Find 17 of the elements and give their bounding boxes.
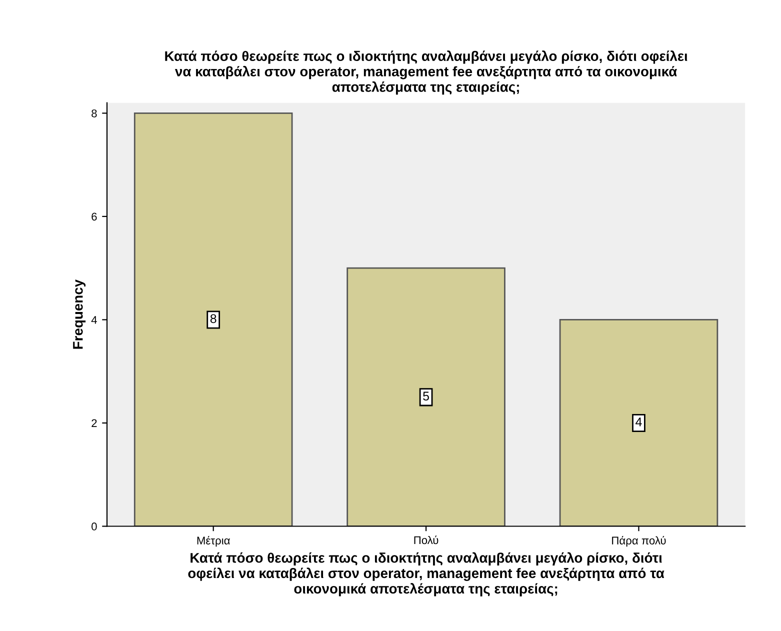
- chart-title: Κατά πόσο θεωρείτε πως ο ιδιοκτήτης αναλαμβάνει μεγάλο ρίσκο, διότι οφείλει να καταβάλει στον operator, management fee ανεξάρτητα από τα οικονομικά αποτελέσματα της εταιρείας;: [165, 50, 688, 95]
- data-label: 4: [636, 418, 642, 426]
- bar: [346, 267, 506, 526]
- y-tick-label: 4: [91, 316, 97, 324]
- x-axis-title: Κατά πόσο θεωρείτε πως ο ιδιοκτήτης αναλαμβάνει μεγάλο ρίσκο, διότι οφείλει να καταβάλει στον operator, management fee ανεξάρτητα από τα οικονομικά αποτελέσματα της εταιρείας;: [188, 552, 664, 596]
- y-axis-title: Frequency: [73, 280, 86, 349]
- y-tick-label: 6: [92, 212, 97, 221]
- y-tick-label: 8: [92, 109, 97, 118]
- data-label: 8: [210, 314, 216, 324]
- x-tick-label: Πολύ: [414, 536, 438, 544]
- data-label: 5: [423, 392, 429, 401]
- x-tick-label: Πάρα πολύ: [612, 536, 666, 547]
- bar: [134, 112, 293, 526]
- y-tick-label: 0: [92, 522, 97, 530]
- bar: [559, 319, 718, 526]
- x-tick-label: Μέτρια: [197, 536, 230, 547]
- y-tick-label: 2: [92, 419, 97, 428]
